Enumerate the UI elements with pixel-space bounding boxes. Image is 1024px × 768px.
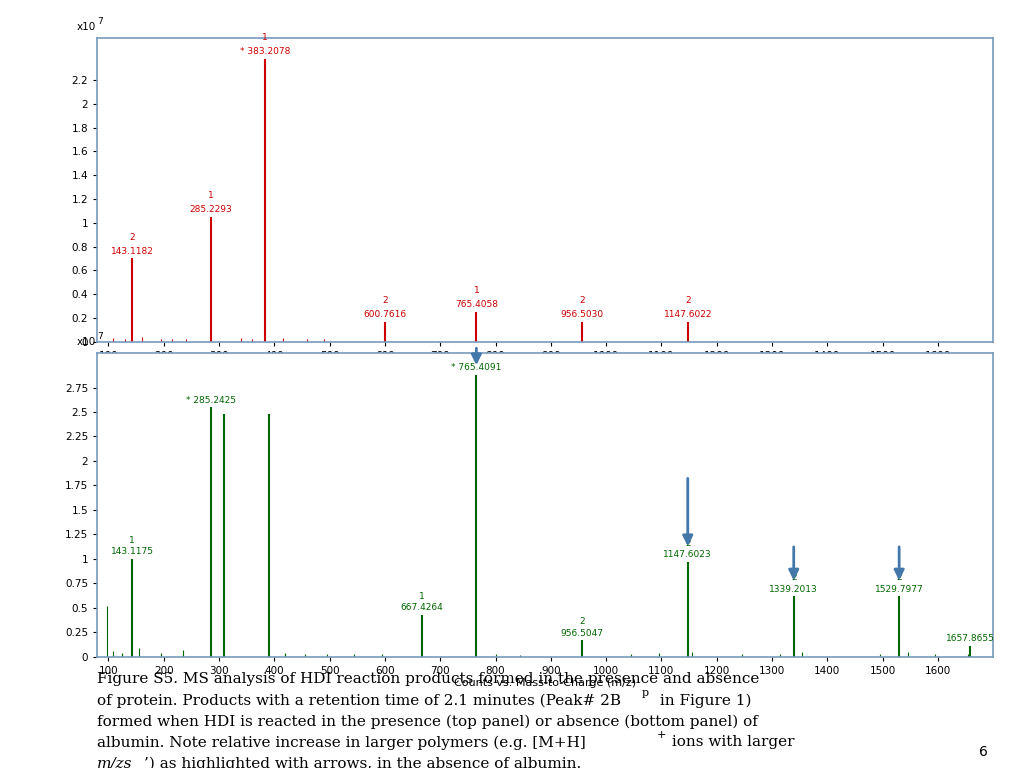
Text: 1: 1 xyxy=(473,352,479,361)
Text: in Figure 1): in Figure 1) xyxy=(654,693,751,707)
Text: 1147.6023: 1147.6023 xyxy=(664,550,712,559)
Text: 2: 2 xyxy=(383,296,388,305)
Text: 765.4058: 765.4058 xyxy=(455,300,498,309)
Text: x10: x10 xyxy=(76,22,95,32)
Text: 2: 2 xyxy=(896,573,902,582)
Text: 285.2293: 285.2293 xyxy=(189,205,232,214)
Text: * 765.4091: * 765.4091 xyxy=(452,363,502,372)
Text: 1339.2013: 1339.2013 xyxy=(769,584,818,594)
Text: 600.7616: 600.7616 xyxy=(364,310,407,319)
Text: +: + xyxy=(657,730,667,740)
Text: 1: 1 xyxy=(129,536,135,545)
X-axis label: Counts vs. Mass-to-Charge (m/z): Counts vs. Mass-to-Charge (m/z) xyxy=(455,678,636,688)
Text: 6: 6 xyxy=(979,745,988,759)
Text: 2: 2 xyxy=(580,617,585,627)
Text: 7: 7 xyxy=(97,17,103,26)
Text: of protein. Products with a retention time of 2.1 minutes (Peak# 2B: of protein. Products with a retention ti… xyxy=(97,693,622,707)
Text: 1529.7977: 1529.7977 xyxy=(874,584,924,594)
Text: 1: 1 xyxy=(419,592,425,601)
Text: x10: x10 xyxy=(76,337,95,347)
Text: formed when HDI is reacted in the presence (top panel) or absence (bottom panel): formed when HDI is reacted in the presen… xyxy=(97,714,758,729)
Text: ’) as highlighted with arrows, in the absence of albumin.: ’) as highlighted with arrows, in the ab… xyxy=(143,756,582,768)
Text: 1: 1 xyxy=(262,33,268,42)
Text: p: p xyxy=(642,688,649,698)
Text: albumin. Note relative increase in larger polymers (e.g. [M+H]: albumin. Note relative increase in large… xyxy=(97,736,586,750)
Text: 143.1182: 143.1182 xyxy=(111,247,154,256)
Text: * 383.2078: * 383.2078 xyxy=(240,47,290,55)
Text: 1657.8655: 1657.8655 xyxy=(945,634,994,644)
Text: 1: 1 xyxy=(473,286,479,296)
Text: 667.4264: 667.4264 xyxy=(400,603,443,612)
Text: 2: 2 xyxy=(685,539,690,548)
Text: 956.5030: 956.5030 xyxy=(560,310,603,319)
Text: m/zs: m/zs xyxy=(97,756,133,768)
X-axis label: Counts vs. Mass-to-Charge (m/z): Counts vs. Mass-to-Charge (m/z) xyxy=(455,363,636,373)
Text: 2: 2 xyxy=(685,296,690,305)
Text: 7: 7 xyxy=(97,332,103,341)
Text: 956.5047: 956.5047 xyxy=(560,628,603,637)
Text: 2: 2 xyxy=(791,573,797,582)
Text: 2: 2 xyxy=(580,296,585,305)
Text: ions with larger: ions with larger xyxy=(668,736,795,750)
Text: Figure S5. MS analysis of HDI reaction products formed in the presence and absen: Figure S5. MS analysis of HDI reaction p… xyxy=(97,672,760,686)
Text: * 285.2425: * 285.2425 xyxy=(185,396,236,405)
Text: 1: 1 xyxy=(208,191,214,200)
Text: 2: 2 xyxy=(129,233,135,242)
Text: 1147.6022: 1147.6022 xyxy=(664,310,712,319)
Text: 143.1175: 143.1175 xyxy=(111,548,154,556)
